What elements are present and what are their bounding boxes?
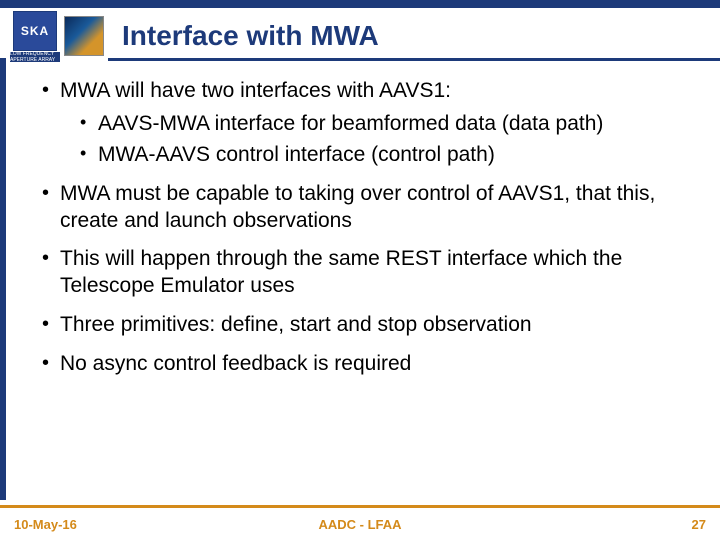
slide-content: MWA will have two interfaces with AAVS1:… — [38, 78, 690, 490]
footer-page-number: 27 — [692, 517, 706, 532]
bullet-text: No async control feedback is required — [60, 352, 411, 375]
bullet-list: MWA will have two interfaces with AAVS1:… — [38, 78, 690, 378]
header-underline — [108, 58, 720, 61]
bullet-item: This will happen through the same REST i… — [38, 246, 690, 300]
bullet-item: Three primitives: define, start and stop… — [38, 312, 690, 339]
sub-bullet-item: MWA-AAVS control interface (control path… — [60, 142, 690, 169]
header: SKA LOW FREQUENCY APERTURE ARRAY Interfa… — [0, 10, 720, 62]
bullet-text: MWA will have two interfaces with AAVS1: — [60, 79, 451, 102]
bullet-text: MWA must be capable to taking over contr… — [60, 182, 655, 232]
footer-center: AADC - LFAA — [318, 517, 401, 532]
left-bar — [0, 58, 6, 500]
sub-bullet-list: AAVS-MWA interface for beamformed data (… — [60, 111, 690, 169]
logo-ska-col: SKA LOW FREQUENCY APERTURE ARRAY — [10, 11, 60, 62]
sub-bullet-item: AAVS-MWA interface for beamformed data (… — [60, 111, 690, 138]
bullet-text: This will happen through the same REST i… — [60, 247, 622, 297]
top-bar — [0, 0, 720, 8]
slide: SKA LOW FREQUENCY APERTURE ARRAY Interfa… — [0, 0, 720, 540]
footer-date: 10-May-16 — [14, 517, 77, 532]
bullet-item: No async control feedback is required — [38, 351, 690, 378]
slide-title: Interface with MWA — [122, 20, 379, 52]
sub-bullet-text: AAVS-MWA interface for beamformed data (… — [98, 112, 603, 135]
sub-bullet-text: MWA-AAVS control interface (control path… — [98, 143, 495, 166]
partner-logo-icon — [64, 16, 104, 56]
footer: 10-May-16 AADC - LFAA 27 — [0, 508, 720, 540]
bullet-text: Three primitives: define, start and stop… — [60, 313, 532, 336]
bullet-item: MWA must be capable to taking over contr… — [38, 181, 690, 235]
logo-block: SKA LOW FREQUENCY APERTURE ARRAY — [10, 11, 104, 62]
ska-logo-subtext: LOW FREQUENCY APERTURE ARRAY — [10, 52, 60, 62]
bullet-item: MWA will have two interfaces with AAVS1:… — [38, 78, 690, 169]
ska-logo-icon: SKA — [13, 11, 57, 51]
